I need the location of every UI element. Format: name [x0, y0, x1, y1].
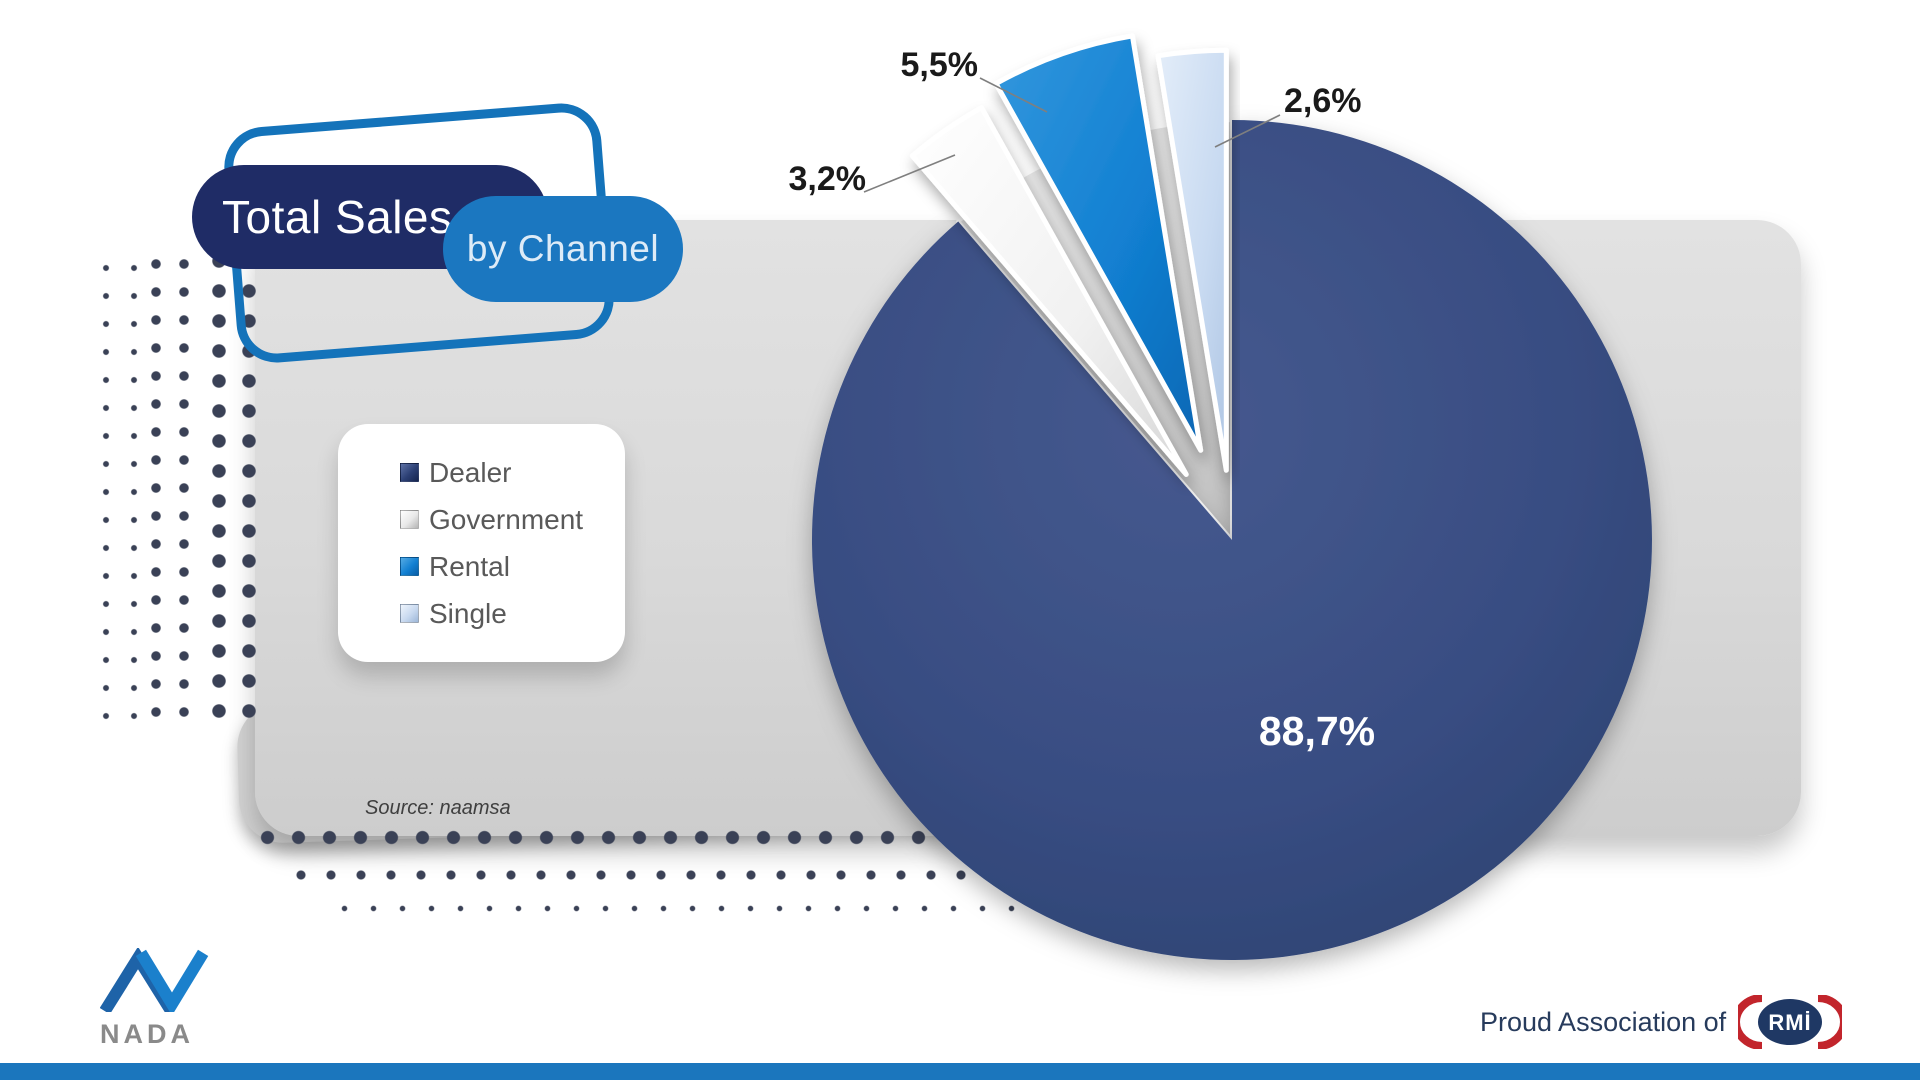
legend-label-dealer: Dealer: [429, 456, 512, 488]
nada-logo: NADA: [99, 946, 230, 1050]
pie-slice-government: [909, 105, 1189, 477]
slice-label-rental: 5,5%: [900, 46, 979, 84]
leader-line-government: [863, 154, 956, 193]
legend-swatch-government-icon: [400, 510, 419, 529]
slice-label-single: 2,6%: [1284, 82, 1362, 120]
slice-label-dealer: 88,7%: [1258, 708, 1376, 754]
pie-slice-dealer: [811, 120, 1652, 961]
rmi-association: Proud Association of RMİ: [1480, 995, 1843, 1049]
legend-swatch-rental-icon: [400, 557, 419, 576]
halftone-dots-bottom-large: [252, 822, 1022, 852]
nada-logo-icon: [99, 946, 209, 1016]
legend-item-dealer: Dealer: [400, 457, 625, 489]
legend-label-single: Single: [429, 597, 507, 629]
halftone-dots-left-medium: [142, 250, 200, 728]
legend-item-rental: Rental: [400, 551, 625, 583]
halftone-dots-bottom-small: [330, 894, 1060, 914]
source-note: Source: naamsa: [365, 797, 511, 819]
chart-legend: Dealer Government Rental Single: [338, 424, 625, 662]
halftone-dots-left-small: [92, 254, 138, 722]
pie-slice-single: [1155, 47, 1229, 473]
slice-label-government: 3,2%: [788, 160, 867, 198]
legend-swatch-dealer-icon: [400, 463, 419, 482]
nada-logo-text: NADA: [100, 1019, 194, 1049]
leader-line-single: [1214, 114, 1281, 148]
legend-label-government: Government: [429, 503, 584, 535]
association-text: Proud Association of: [1480, 1006, 1727, 1037]
legend-swatch-single-icon: [400, 604, 419, 623]
bottom-accent-bar: [0, 1063, 1920, 1080]
rmi-logo-icon: RMİ: [1738, 995, 1843, 1049]
pie-chart: [811, 33, 1652, 961]
legend-item-government: Government: [400, 504, 625, 536]
halftone-dots-left-large: [204, 246, 266, 734]
pie-slice-rental: [993, 33, 1204, 453]
legend-label-rental: Rental: [429, 550, 510, 582]
leader-line-rental: [979, 77, 1048, 113]
legend-item-single: Single: [400, 598, 625, 630]
halftone-dots-bottom-medium: [286, 860, 1042, 886]
page-subtitle: by Channel: [443, 196, 683, 302]
rmi-logo-text: RMİ: [1768, 1010, 1811, 1035]
